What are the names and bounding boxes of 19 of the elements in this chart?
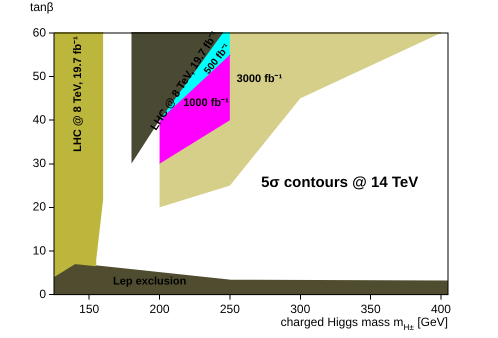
- series-label: 3000 fb⁻¹: [236, 72, 283, 85]
- x-tick-label: 150: [79, 302, 100, 316]
- annotation: 5σ contours @ 14 TeV: [261, 174, 418, 192]
- y-tick-label: 10: [32, 243, 46, 258]
- y-axis-title: tanβ: [30, 0, 54, 14]
- series-label: 1000 fb⁻¹: [183, 96, 230, 109]
- series-label: Lep exclusion: [113, 276, 187, 288]
- y-tick-label: 20: [32, 200, 46, 214]
- x-tick-label: 200: [150, 302, 170, 316]
- y-tick-label: 60: [32, 25, 46, 40]
- x-tick-label: 350: [360, 302, 381, 316]
- text: LHC @ 8 TeV, 19.7 fb⁻¹: [72, 36, 84, 152]
- x-tick-label: 300: [290, 302, 311, 316]
- y-tick-label: 30: [32, 156, 46, 170]
- y-tick-label: 0: [39, 286, 46, 301]
- x-tick-label: 250: [220, 302, 240, 316]
- y-tick-label: 50: [32, 68, 46, 83]
- x-tick-label: 400: [430, 302, 452, 316]
- y-tick-label: 40: [32, 112, 46, 127]
